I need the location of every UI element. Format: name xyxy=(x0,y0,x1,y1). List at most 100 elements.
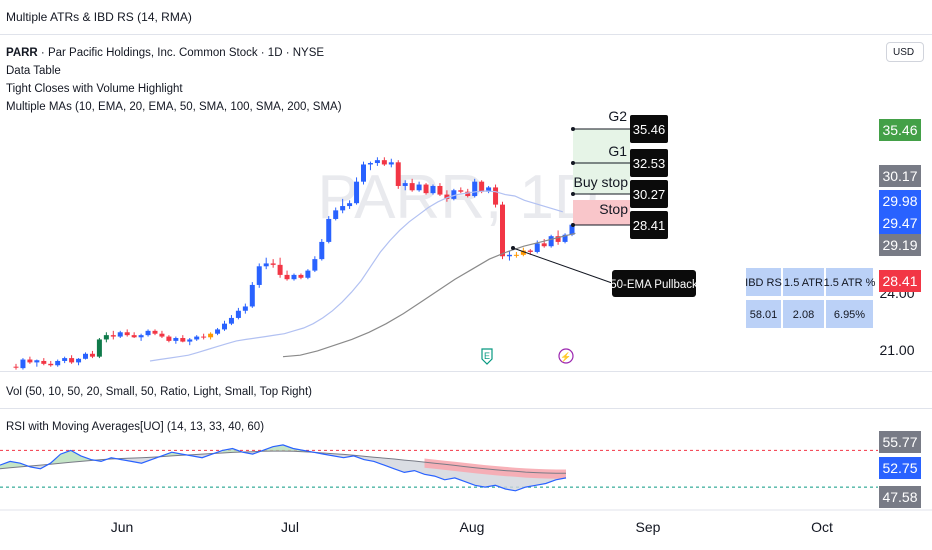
candle-body[interactable] xyxy=(263,263,269,267)
candle-body[interactable] xyxy=(347,203,353,207)
level-value-box[interactable] xyxy=(630,211,668,239)
candle-body[interactable] xyxy=(430,185,436,194)
candle-body[interactable] xyxy=(298,274,304,278)
level-value-box[interactable] xyxy=(630,149,668,177)
candle-body[interactable] xyxy=(548,236,554,247)
candle-body[interactable] xyxy=(541,243,547,247)
ema-fast-line[interactable] xyxy=(149,190,563,362)
candle-body[interactable] xyxy=(409,183,415,191)
candle-body[interactable] xyxy=(395,162,401,186)
candle-body[interactable] xyxy=(326,218,332,242)
candle-body[interactable] xyxy=(110,335,116,337)
candle-body[interactable] xyxy=(527,250,533,252)
candle-body[interactable] xyxy=(486,187,492,192)
candle-body[interactable] xyxy=(89,353,95,357)
candle-body[interactable] xyxy=(173,338,179,341)
pane-separator-volume[interactable] xyxy=(0,371,932,372)
candle-body[interactable] xyxy=(69,358,75,363)
price-badge[interactable] xyxy=(879,190,921,212)
legend-tight-closes[interactable]: Tight Closes with Volume Highlight xyxy=(6,83,183,95)
candle-body[interactable] xyxy=(166,336,172,341)
price-badge[interactable] xyxy=(879,165,921,187)
candle-body[interactable] xyxy=(249,284,255,307)
price-badge[interactable] xyxy=(879,234,921,256)
candle-body[interactable] xyxy=(242,306,248,311)
candle-body[interactable] xyxy=(451,190,457,199)
candle-body[interactable] xyxy=(333,210,339,219)
candle-body[interactable] xyxy=(55,360,61,366)
candle-body[interactable] xyxy=(103,335,109,340)
candle-body[interactable] xyxy=(416,184,422,191)
candle-body[interactable] xyxy=(194,336,200,340)
candle-body[interactable] xyxy=(62,358,68,361)
candle-body[interactable] xyxy=(159,333,165,337)
rsi-badge[interactable] xyxy=(879,457,921,479)
candle-body[interactable] xyxy=(472,181,478,197)
earnings-icon[interactable]: E xyxy=(481,348,493,365)
candle-body[interactable] xyxy=(222,323,227,330)
candle-body[interactable] xyxy=(500,204,505,257)
candle-body[interactable] xyxy=(562,234,568,242)
candle-body[interactable] xyxy=(41,360,47,364)
candle-body[interactable] xyxy=(534,243,540,252)
pane-separator-rsi[interactable] xyxy=(0,408,932,409)
volume-pane-title[interactable]: Vol (50, 10, 50, 20, Small, 50, Ratio, L… xyxy=(6,386,312,398)
candle-body[interactable] xyxy=(201,336,207,338)
candle-body[interactable] xyxy=(555,236,561,242)
price-badge[interactable] xyxy=(879,119,921,141)
candle-body[interactable] xyxy=(479,181,485,192)
currency-selector[interactable]: USD xyxy=(886,42,924,62)
legend-data-table[interactable]: Data Table xyxy=(6,65,61,77)
candle-body[interactable] xyxy=(291,274,297,280)
candle-body[interactable] xyxy=(312,259,318,271)
candle-body[interactable] xyxy=(152,330,158,334)
candle-body[interactable] xyxy=(569,224,575,235)
candle-body[interactable] xyxy=(208,333,214,338)
candle-body[interactable] xyxy=(13,366,19,368)
level-value-box[interactable] xyxy=(630,115,668,143)
candle-body[interactable] xyxy=(228,317,234,324)
rsi-pane-title[interactable]: RSI with Moving Averages[UO] (14, 13, 33… xyxy=(6,421,265,433)
candle-body[interactable] xyxy=(402,183,408,186)
candle-body[interactable] xyxy=(256,266,262,285)
rsi-line[interactable] xyxy=(0,444,567,492)
candle-body[interactable] xyxy=(96,339,102,357)
candle-body[interactable] xyxy=(354,181,360,204)
candle-body[interactable] xyxy=(374,160,380,164)
candle-body[interactable] xyxy=(76,358,82,363)
candle-body[interactable] xyxy=(458,190,464,192)
symbol-legend[interactable]: PARR · Par Pacific Holdings, Inc. Common… xyxy=(6,47,324,59)
candle-body[interactable] xyxy=(34,360,40,363)
indicator-title[interactable]: Multiple ATRs & IBD RS (14, RMA) xyxy=(6,10,192,24)
rsi-badge[interactable] xyxy=(879,486,921,508)
candle-body[interactable] xyxy=(145,330,151,336)
candle-body[interactable] xyxy=(340,206,346,211)
candle-body[interactable] xyxy=(20,359,26,369)
candle-body[interactable] xyxy=(361,164,366,182)
candle-body[interactable] xyxy=(381,160,387,165)
candle-body[interactable] xyxy=(388,162,394,165)
candle-body[interactable] xyxy=(367,163,373,165)
candle-body[interactable] xyxy=(131,335,137,338)
candle-body[interactable] xyxy=(270,263,276,265)
candle-body[interactable] xyxy=(124,332,130,336)
candle-body[interactable] xyxy=(187,339,193,342)
candle-body[interactable] xyxy=(27,359,33,363)
candle-body[interactable] xyxy=(284,274,290,280)
candle-body[interactable] xyxy=(520,250,526,255)
candle-body[interactable] xyxy=(506,254,512,257)
candle-body[interactable] xyxy=(117,332,123,337)
level-value-box[interactable] xyxy=(630,180,668,208)
candle-body[interactable] xyxy=(48,363,54,366)
dividend-icon[interactable]: ⚡ xyxy=(558,348,574,364)
candle-body[interactable] xyxy=(277,264,283,275)
candle-body[interactable] xyxy=(83,353,88,359)
candle-body[interactable] xyxy=(215,329,221,334)
candle-body[interactable] xyxy=(444,194,450,199)
candle-body[interactable] xyxy=(319,241,325,260)
candle-body[interactable] xyxy=(465,191,471,197)
candle-body[interactable] xyxy=(493,187,499,205)
candle-body[interactable] xyxy=(180,338,186,342)
candle-body[interactable] xyxy=(513,254,519,256)
